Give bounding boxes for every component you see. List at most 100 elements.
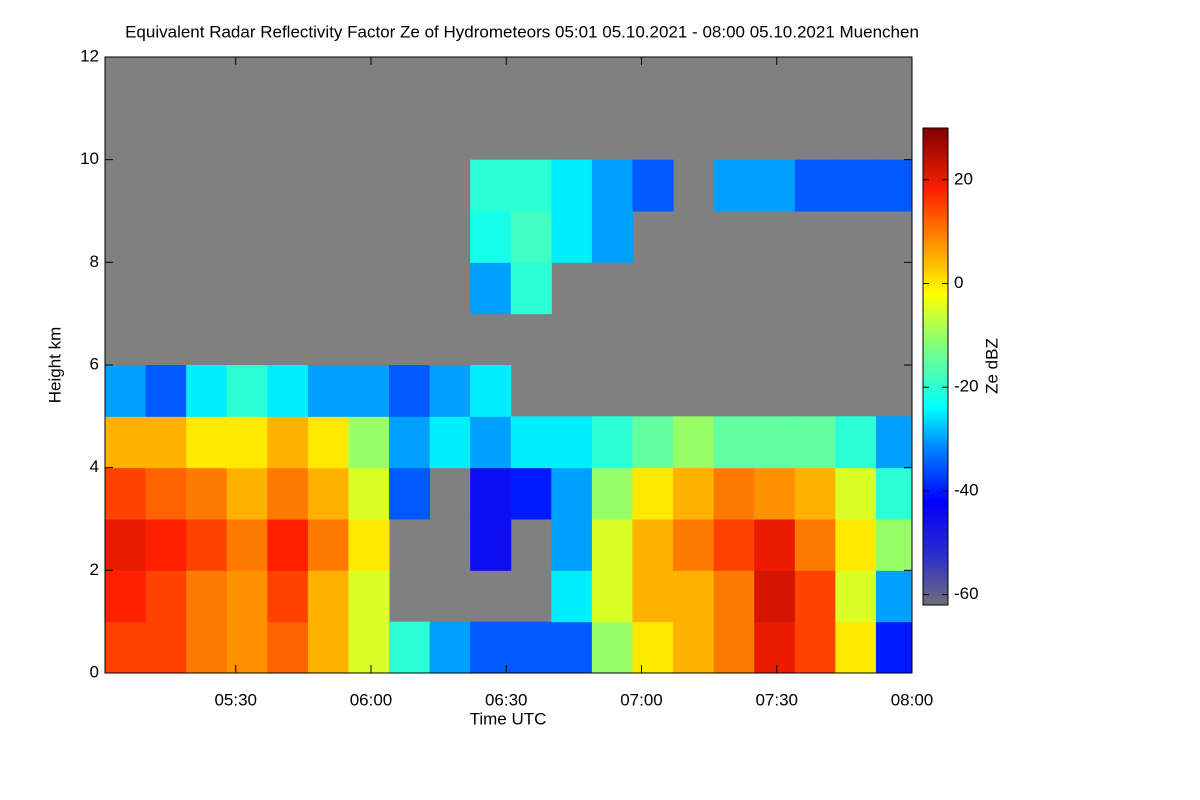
heatmap-cell xyxy=(510,416,552,469)
heatmap-cell xyxy=(429,416,471,469)
colorbar xyxy=(922,127,949,606)
heatmap-cell xyxy=(551,621,593,674)
heatmap-cell xyxy=(713,570,755,623)
x-tick-label: 07:00 xyxy=(620,690,663,709)
heatmap-cell xyxy=(226,519,268,571)
heatmap-cell xyxy=(267,519,309,571)
heatmap-cell xyxy=(186,365,228,417)
y-tick-label: 4 xyxy=(90,457,99,476)
heatmap-cell xyxy=(713,519,755,571)
heatmap-cell xyxy=(105,365,147,417)
heatmap-cell xyxy=(470,621,512,674)
heatmap-cell xyxy=(875,519,913,571)
heatmap-cell xyxy=(307,416,349,469)
heatmap-cell xyxy=(145,519,187,571)
heatmap-cell xyxy=(105,570,147,623)
heatmap-cell xyxy=(794,519,836,571)
heatmap-cell xyxy=(105,621,147,674)
heatmap-cell xyxy=(470,519,512,571)
heatmap-cell xyxy=(470,416,512,469)
heatmap-cell xyxy=(632,416,674,469)
heatmap-cell xyxy=(510,467,552,520)
heatmap-cell xyxy=(632,519,674,571)
heatmap-cell xyxy=(510,621,552,674)
heatmap-cell xyxy=(632,159,674,212)
x-tick-label: 08:00 xyxy=(891,690,934,709)
heatmap-cell xyxy=(389,467,431,520)
heatmap-cell xyxy=(348,621,390,674)
heatmap-cell xyxy=(267,570,309,623)
x-tick-label: 07:30 xyxy=(755,690,798,709)
heatmap-cell xyxy=(754,467,796,520)
heatmap-cell xyxy=(348,365,390,417)
colorbar-tick-label: -40 xyxy=(954,480,979,499)
y-tick-label: 8 xyxy=(90,252,99,271)
heatmap-cell xyxy=(389,365,431,417)
heatmap-cell xyxy=(551,519,593,571)
heatmap-cell xyxy=(551,467,593,520)
heatmap-cell xyxy=(591,159,633,212)
heatmap-cell xyxy=(835,570,877,623)
heatmap-cell xyxy=(470,262,512,315)
heatmap-cell xyxy=(389,621,431,674)
heatmap-cell xyxy=(145,570,187,623)
heatmap-cell xyxy=(186,467,228,520)
chart-title: Equivalent Radar Reflectivity Factor Ze … xyxy=(125,22,919,41)
heatmap-cell xyxy=(632,467,674,520)
colorbar-tick-label: -60 xyxy=(954,584,979,603)
x-axis-label: Time UTC xyxy=(470,709,547,728)
heatmap-cell xyxy=(875,159,913,212)
heatmap-cell xyxy=(429,365,471,417)
heatmap-cell xyxy=(145,416,187,469)
heatmap-cell xyxy=(835,519,877,571)
heatmap-cell xyxy=(875,416,913,469)
heatmap-cell xyxy=(307,467,349,520)
heatmap-cell xyxy=(348,519,390,571)
heatmap-cell xyxy=(307,519,349,571)
y-tick-label: 10 xyxy=(80,149,99,168)
y-tick-label: 2 xyxy=(90,560,99,579)
heatmap-cell xyxy=(186,570,228,623)
heatmap-cell xyxy=(591,519,633,571)
heatmap-cell xyxy=(713,159,755,212)
heatmap-cell xyxy=(429,621,471,674)
heatmap-cell xyxy=(145,621,187,674)
heatmap-cell xyxy=(794,159,836,212)
heatmap-cell xyxy=(105,467,147,520)
heatmap-cell xyxy=(673,467,715,520)
heatmap-cell xyxy=(713,416,755,469)
heatmap-cell xyxy=(145,467,187,520)
heatmap-cell xyxy=(226,416,268,469)
heatmap-cell xyxy=(754,416,796,469)
heatmap-cell xyxy=(794,570,836,623)
colorbar-label: Ze dBZ xyxy=(982,338,1001,394)
heatmap-cell xyxy=(307,621,349,674)
heatmap-cell xyxy=(875,467,913,520)
colorbar-tick-label: 0 xyxy=(954,273,963,292)
heatmap-cell xyxy=(348,416,390,469)
heatmap-cell xyxy=(470,365,512,417)
heatmap-cell xyxy=(267,365,309,417)
x-tick-label: 06:30 xyxy=(485,690,528,709)
heatmap-cell xyxy=(470,211,512,263)
heatmap-cell xyxy=(794,467,836,520)
heatmap-cell xyxy=(673,570,715,623)
heatmap-cell xyxy=(591,211,633,263)
y-tick-label: 12 xyxy=(80,46,99,65)
heatmap-cell xyxy=(186,519,228,571)
heatmap-cell xyxy=(267,467,309,520)
heatmap-cell xyxy=(713,621,755,674)
heatmap-cell xyxy=(510,262,552,315)
heatmap-cell xyxy=(794,416,836,469)
heatmap-cell xyxy=(307,570,349,623)
heatmap-cell xyxy=(510,159,552,212)
heatmap-cell xyxy=(307,365,349,417)
heatmap-cell xyxy=(591,570,633,623)
y-tick-label: 6 xyxy=(90,354,99,373)
heatmap-cell xyxy=(348,467,390,520)
heatmap-cell xyxy=(470,159,512,212)
heatmap-cell xyxy=(551,416,593,469)
heatmap-cell xyxy=(673,416,715,469)
heatmap-cell xyxy=(835,159,877,212)
